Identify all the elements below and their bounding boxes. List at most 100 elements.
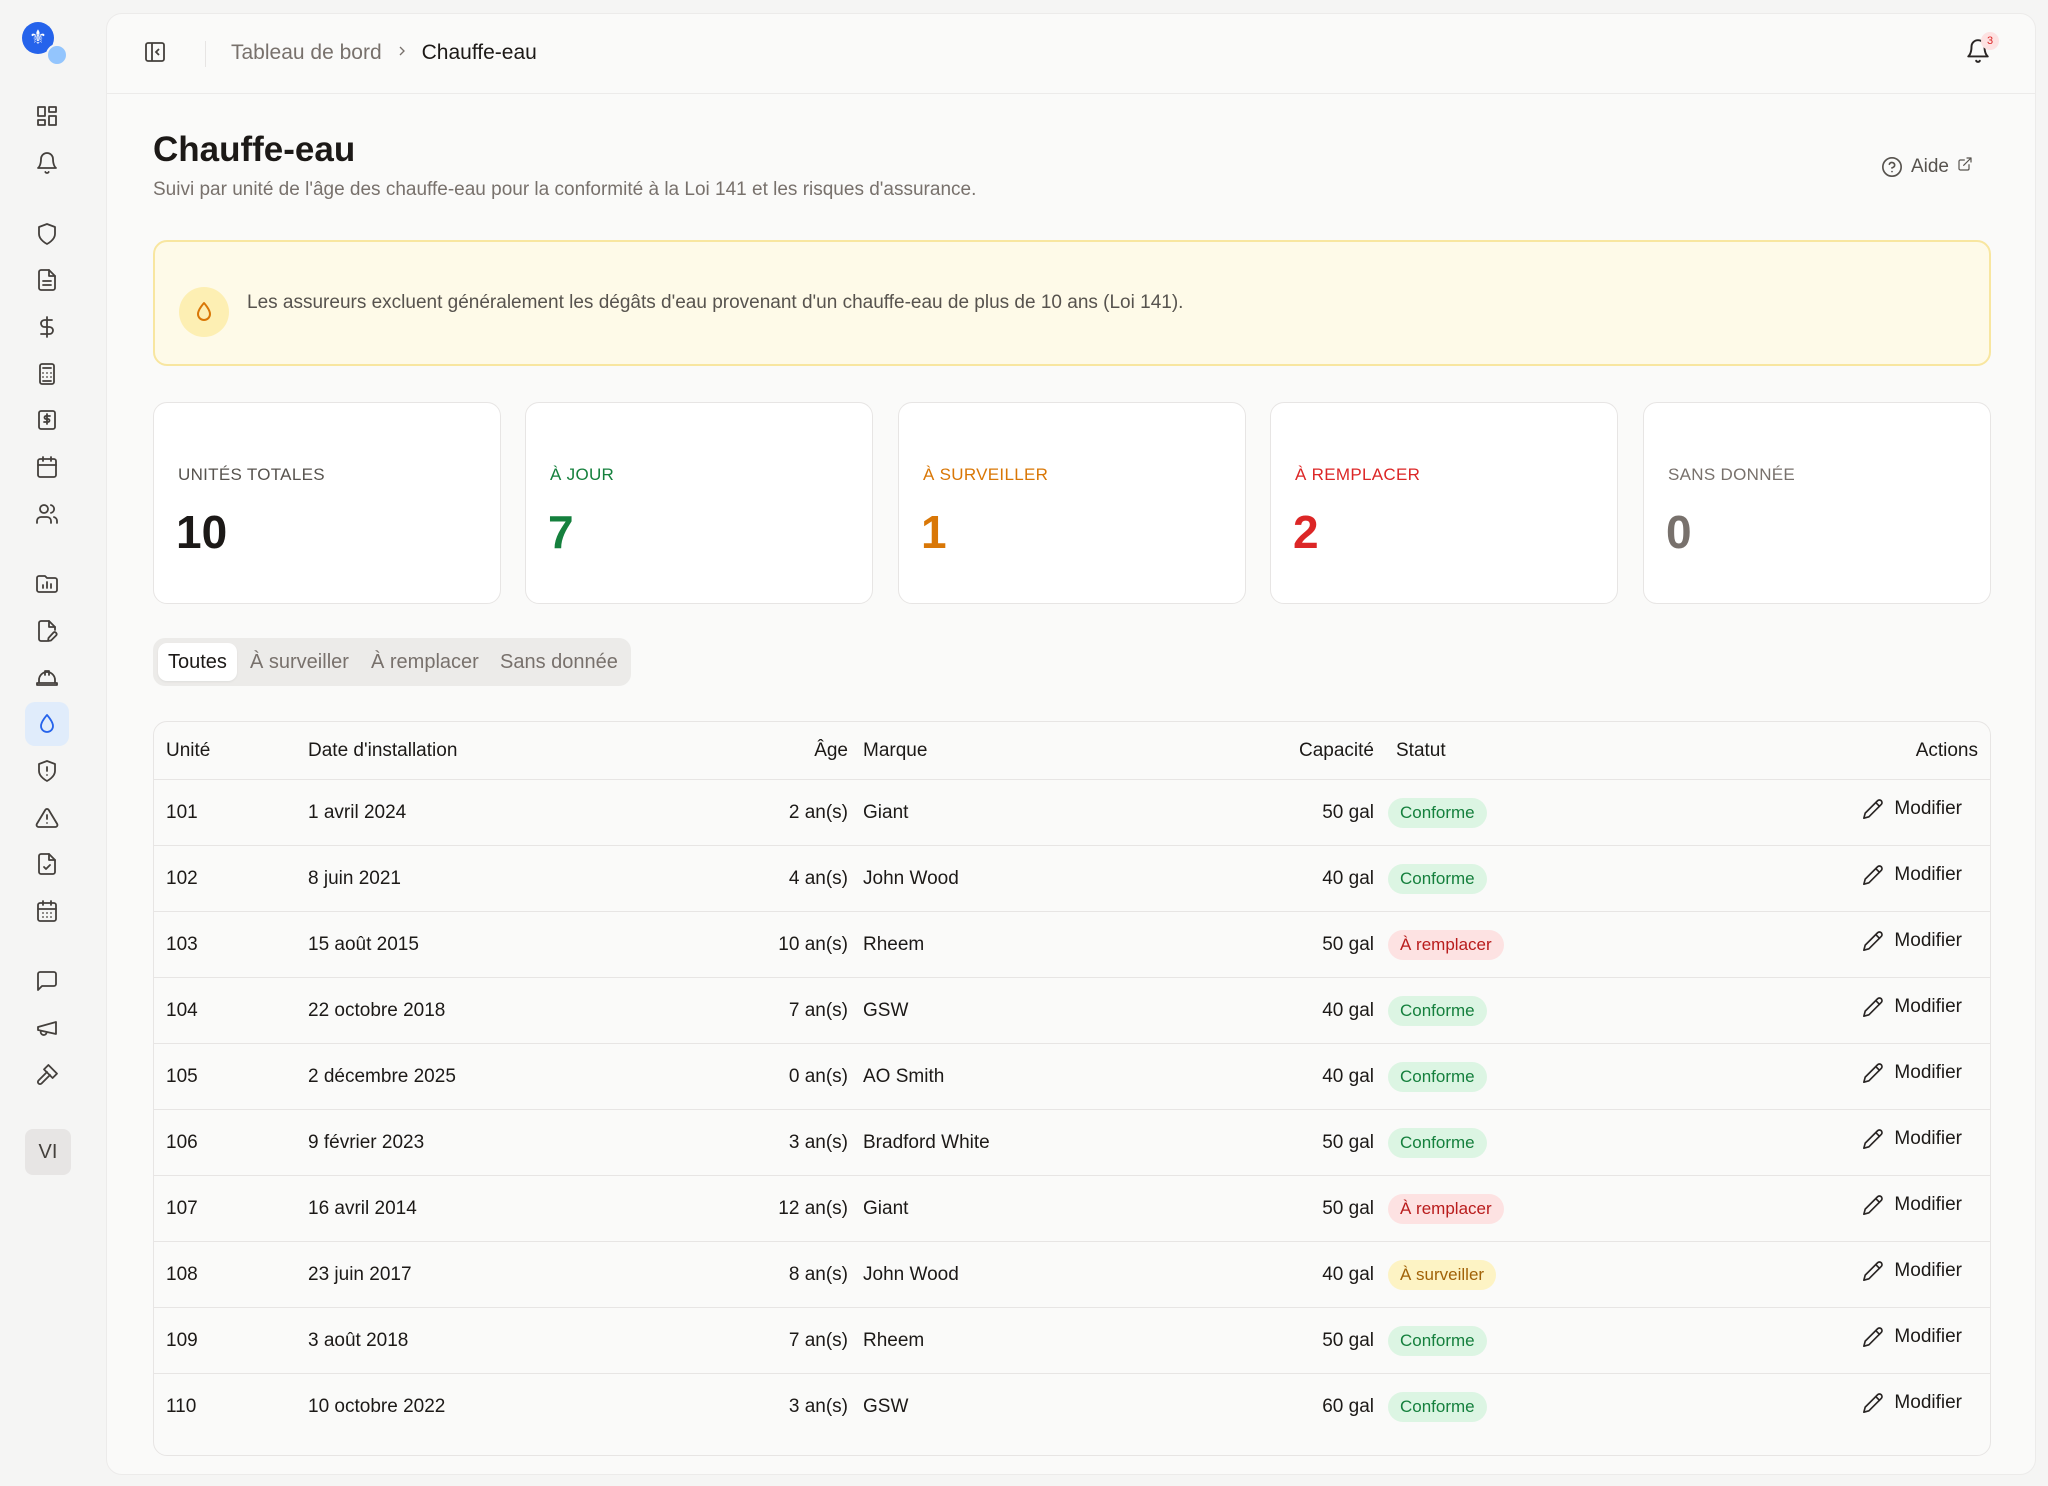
nav-calendar[interactable] (25, 445, 69, 489)
edit-label: Modifier (1894, 1062, 1962, 1083)
column-header-status[interactable]: Statut (1396, 740, 1446, 761)
cell-install-date: 8 juin 2021 (308, 868, 401, 889)
sidebar-toggle-button[interactable] (143, 40, 171, 68)
nav-documents[interactable] (25, 258, 69, 302)
tab-replace[interactable]: À remplacer (371, 651, 479, 673)
pencil-icon (1863, 931, 1884, 951)
filter-tabs: Toutes À surveiller À remplacer Sans don… (153, 638, 631, 686)
column-header-capacity[interactable]: Capacité (1299, 740, 1374, 761)
nav-tools[interactable] (25, 1053, 69, 1097)
pencil-icon (1863, 1393, 1884, 1413)
cell-unit: 108 (166, 1264, 198, 1285)
nav-finance[interactable] (25, 305, 69, 349)
column-header-install-date[interactable]: Date d'installation (308, 740, 458, 761)
cell-age: 3 an(s) (788, 1396, 848, 1417)
help-circle-icon (1881, 157, 1902, 177)
nav-maintenance[interactable] (25, 655, 69, 699)
toolbar-divider (205, 41, 206, 67)
page-subtitle: Suivi par unité de l'âge des chauffe-eau… (153, 179, 977, 200)
nav-edit-file[interactable] (25, 609, 69, 653)
table-header: Unité Date d'installation Âge Marque Cap… (154, 722, 1990, 780)
edit-button[interactable]: Modifier (1862, 1128, 1962, 1150)
cell-brand: Bradford White (863, 1132, 990, 1153)
users-icon (36, 504, 58, 524)
edit-button[interactable]: Modifier (1862, 930, 1962, 952)
nav-calculator[interactable] (25, 352, 69, 396)
nav-security[interactable] (25, 749, 69, 793)
table-row: 110 10 octobre 2022 3 an(s) GSW 60 gal Confor… (154, 1374, 1990, 1440)
edit-button[interactable]: Modifier (1862, 996, 1962, 1018)
nav-water-heaters[interactable] (25, 702, 69, 746)
notification-count-badge: 3 (1981, 32, 1999, 50)
column-header-unit[interactable]: Unité (166, 740, 211, 761)
edit-label: Modifier (1894, 1128, 1962, 1149)
cell-brand: Rheem (863, 1330, 925, 1351)
cell-age: 7 an(s) (788, 1000, 848, 1021)
cell-install-date: 10 octobre 2022 (308, 1396, 446, 1417)
nav-insurance[interactable] (25, 212, 69, 256)
edit-button[interactable]: Modifier (1862, 1194, 1962, 1216)
help-link[interactable]: Aide (1881, 156, 1973, 178)
nav-announcements[interactable] (25, 1006, 69, 1050)
stats-row: UNITÉS TOTALES 10 À JOUR 7 À SURVEILLER … (153, 402, 1991, 604)
column-header-age[interactable]: Âge (814, 740, 848, 761)
cell-age: 7 an(s) (788, 1330, 848, 1351)
nav-reports[interactable] (25, 562, 69, 606)
edit-label: Modifier (1894, 1260, 1962, 1281)
stat-label: À REMPLACER (1295, 465, 1421, 484)
insurance-alert: Les assureurs excluent généralement les … (153, 240, 1991, 366)
edit-button[interactable]: Modifier (1862, 1326, 1962, 1348)
cell-install-date: 16 avril 2014 (308, 1198, 417, 1219)
edit-button[interactable]: Modifier (1862, 1062, 1962, 1084)
stat-label: SANS DONNÉE (1668, 465, 1796, 484)
edit-button[interactable]: Modifier (1862, 1392, 1962, 1414)
status-badge: Conforme (1388, 996, 1487, 1026)
cell-age: 10 an(s) (778, 934, 848, 955)
nav-dashboard[interactable] (25, 94, 69, 138)
external-link-icon (1957, 156, 1973, 178)
table-body: 101 1 avril 2024 2 an(s) Giant 50 gal Conform… (154, 780, 1990, 1440)
nav-residents[interactable] (25, 492, 69, 536)
stat-label: UNITÉS TOTALES (178, 465, 325, 484)
nav-compliance[interactable] (25, 842, 69, 886)
edit-label: Modifier (1894, 798, 1962, 819)
cell-unit: 106 (166, 1132, 198, 1153)
edit-button[interactable]: Modifier (1862, 798, 1962, 820)
app-logo[interactable]: ⚜ (22, 22, 70, 70)
tab-watch[interactable]: À surveiller (250, 651, 349, 673)
breadcrumb-dashboard-link[interactable]: Tableau de bord (231, 41, 382, 64)
pencil-icon (1863, 799, 1884, 819)
cell-age: 2 an(s) (788, 802, 848, 823)
stat-value: 0 (1666, 506, 1692, 558)
cell-unit: 102 (166, 868, 198, 889)
table-row: 107 16 avril 2014 12 an(s) Giant 50 gal À rem… (154, 1176, 1990, 1242)
cell-brand: AO Smith (863, 1066, 945, 1087)
edit-button[interactable]: Modifier (1862, 1260, 1962, 1282)
breadcrumb: Tableau de bord Chauffe-eau (231, 41, 537, 65)
nav-schedule[interactable] (25, 889, 69, 933)
stat-value: 2 (1293, 506, 1319, 558)
table-row: 103 15 août 2015 10 an(s) Rheem 50 gal À remp… (154, 912, 1990, 978)
nav-budget[interactable] (25, 398, 69, 442)
table-row: 109 3 août 2018 7 an(s) Rheem 50 gal Conforme… (154, 1308, 1990, 1374)
nav-messages[interactable] (25, 959, 69, 1003)
pencil-icon (1863, 1063, 1884, 1083)
user-avatar[interactable]: VI (25, 1129, 71, 1175)
pencil-icon (1863, 1195, 1884, 1215)
edit-label: Modifier (1894, 1194, 1962, 1215)
column-header-brand[interactable]: Marque (863, 740, 928, 761)
cell-capacity: 50 gal (1322, 1132, 1374, 1153)
folder-chart-icon (36, 575, 58, 593)
nav-notifications[interactable] (25, 141, 69, 185)
alert-triangle-icon (35, 808, 59, 828)
tab-all[interactable]: Toutes (158, 643, 237, 681)
pencil-icon (1863, 1327, 1884, 1347)
nav-incidents[interactable] (25, 796, 69, 840)
cell-age: 3 an(s) (788, 1132, 848, 1153)
file-text-icon (38, 269, 56, 291)
edit-button[interactable]: Modifier (1862, 864, 1962, 886)
cell-age: 4 an(s) (788, 868, 848, 889)
notifications-button[interactable]: 3 (1965, 32, 1999, 70)
edit-label: Modifier (1894, 996, 1962, 1017)
tab-no-data[interactable]: Sans donnée (500, 651, 618, 673)
